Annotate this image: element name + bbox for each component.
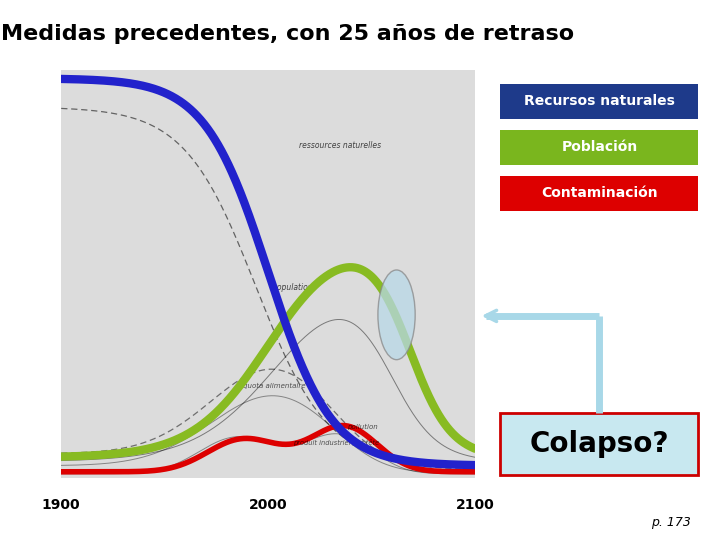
- Ellipse shape: [378, 270, 415, 360]
- Text: Contaminación: Contaminación: [541, 186, 657, 200]
- Text: quota alimentaire: quota alimentaire: [243, 383, 306, 389]
- Text: ressources naturelles: ressources naturelles: [300, 140, 382, 150]
- Text: Población: Población: [562, 140, 637, 154]
- Text: 2000: 2000: [249, 498, 287, 512]
- Text: Colapso?: Colapso?: [530, 430, 669, 458]
- Text: produit industriel par tête: produit industriel par tête: [293, 439, 379, 446]
- Text: population: population: [272, 284, 313, 292]
- Text: 2100: 2100: [456, 498, 495, 512]
- Text: Recursos naturales: Recursos naturales: [524, 94, 675, 108]
- Text: 1900: 1900: [42, 498, 81, 512]
- Text: pollution: pollution: [347, 424, 377, 430]
- Text: Medidas precedentes, con 25 años de retraso: Medidas precedentes, con 25 años de retr…: [1, 24, 575, 44]
- Text: p. 173: p. 173: [652, 516, 691, 529]
